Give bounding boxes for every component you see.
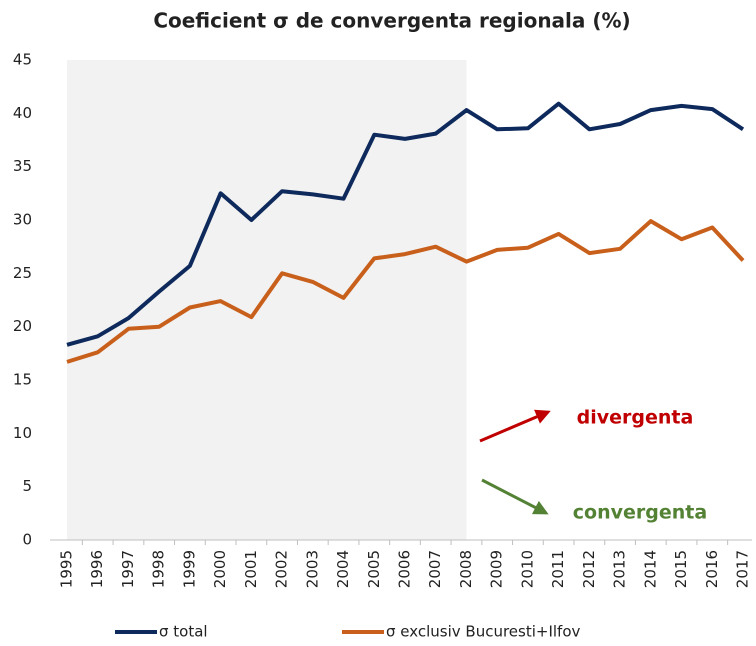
x-tick-label: 2000	[211, 550, 229, 588]
x-tick-label: 2002	[273, 550, 291, 588]
x-tick-label: 2008	[457, 550, 475, 588]
y-tick-label: 25	[13, 264, 32, 282]
x-tick-label: 2011	[549, 550, 567, 588]
y-tick-label: 15	[13, 371, 32, 389]
y-tick-label: 45	[13, 51, 32, 69]
shaded-period	[67, 60, 467, 540]
annotation: convergenta	[573, 502, 707, 524]
divergence-arrow	[479, 409, 551, 443]
x-tick-label: 2013	[611, 550, 629, 588]
convergence-arrow	[481, 478, 549, 515]
x-tick-label: 2017	[734, 550, 752, 588]
annotation: divergenta	[577, 407, 694, 429]
y-tick-label: 10	[13, 424, 32, 442]
y-tick-label: 20	[13, 317, 32, 335]
y-tick-label: 5	[22, 477, 32, 495]
x-tick-label: 2016	[703, 550, 721, 588]
x-tick-label: 2007	[426, 550, 444, 588]
x-tick-label: 2001	[242, 550, 260, 588]
x-tick-label: 2015	[672, 550, 690, 588]
chart-title: Coeficient σ de convergenta regionala (%…	[153, 9, 630, 33]
legend-label: σ exclusiv Bucuresti+Ilfov	[386, 623, 581, 641]
x-tick-label: 2014	[641, 550, 659, 588]
x-tick-label: 2005	[365, 550, 383, 588]
x-tick-label: 2004	[334, 550, 352, 588]
x-tick-label: 2003	[303, 550, 321, 588]
y-tick-label: 30	[13, 211, 32, 229]
y-tick-label: 0	[22, 531, 32, 549]
legend-label: σ total	[159, 623, 208, 641]
x-tick-label: 1996	[88, 550, 106, 588]
series-line	[66, 101, 745, 347]
y-tick-label: 35	[13, 157, 32, 175]
x-tick-label: 1995	[58, 550, 76, 588]
x-tick-label: 2009	[488, 550, 506, 588]
x-tick-label: 1997	[119, 550, 137, 588]
x-tick-label: 1998	[150, 550, 168, 588]
x-tick-label: 1999	[180, 550, 198, 588]
series-line	[66, 219, 745, 364]
y-tick-label: 40	[13, 104, 32, 122]
x-tick-label: 2012	[580, 550, 598, 588]
x-tick-label: 2006	[396, 550, 414, 588]
x-tick-label: 2010	[518, 550, 536, 588]
